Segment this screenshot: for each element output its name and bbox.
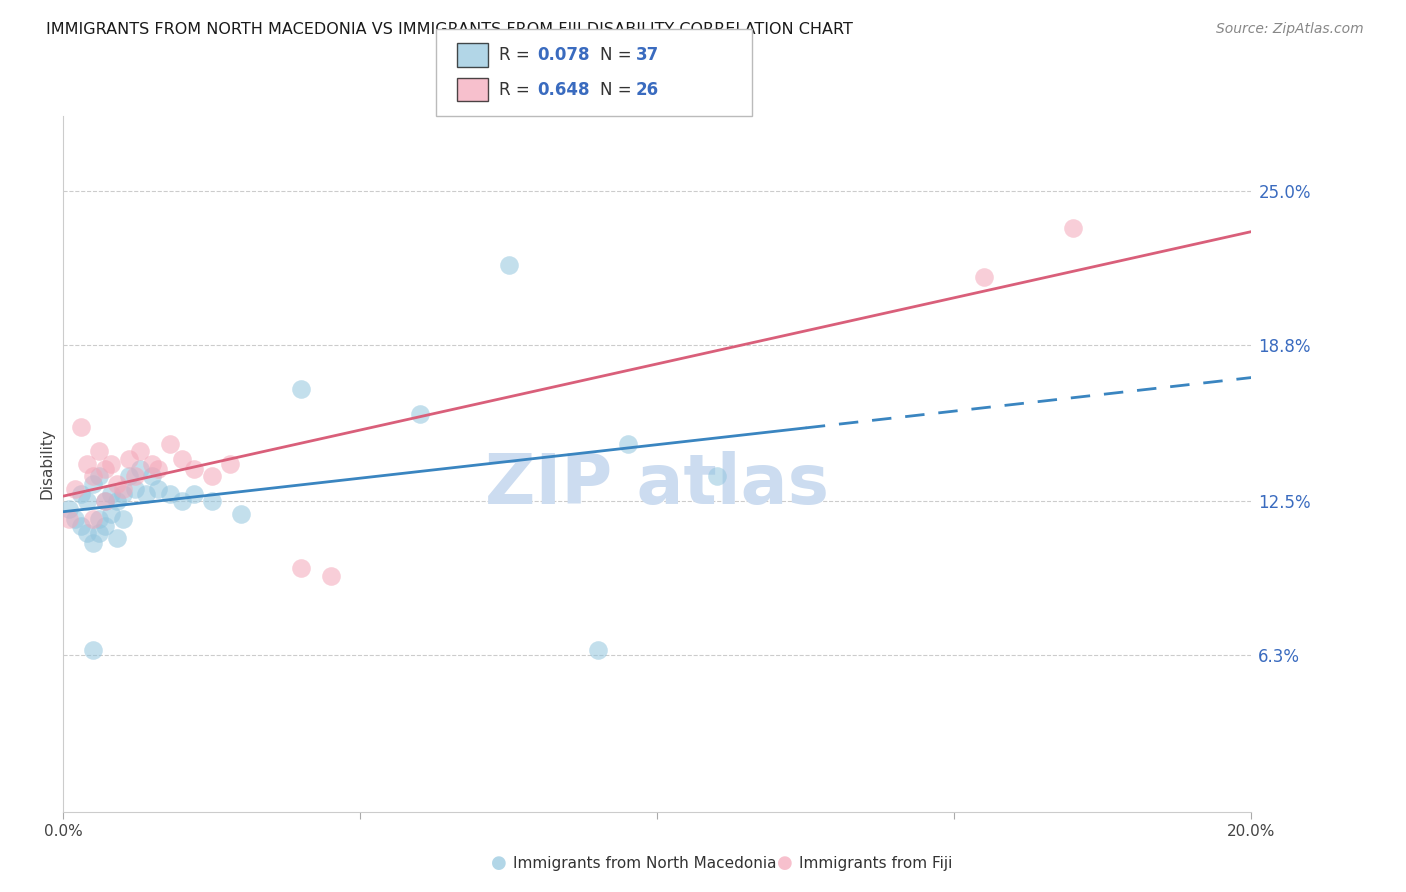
Point <box>117 451 139 466</box>
Point <box>94 494 117 508</box>
Text: Immigrants from Fiji: Immigrants from Fiji <box>799 856 952 871</box>
Text: N =: N = <box>600 80 637 98</box>
Point <box>76 526 98 541</box>
Point <box>105 494 128 508</box>
Point <box>94 494 117 508</box>
Text: N =: N = <box>600 46 637 64</box>
Point <box>129 444 152 458</box>
Text: 0.648: 0.648 <box>537 80 589 98</box>
Point <box>111 486 134 500</box>
Point <box>76 494 98 508</box>
Point <box>172 494 194 508</box>
Point <box>172 451 194 466</box>
Point <box>129 462 152 476</box>
Point <box>159 486 181 500</box>
Point <box>100 486 122 500</box>
Point <box>201 494 224 508</box>
Point <box>82 476 104 491</box>
Text: Source: ZipAtlas.com: Source: ZipAtlas.com <box>1216 22 1364 37</box>
Text: IMMIGRANTS FROM NORTH MACEDONIA VS IMMIGRANTS FROM FIJI DISABILITY CORRELATION C: IMMIGRANTS FROM NORTH MACEDONIA VS IMMIG… <box>46 22 853 37</box>
Point <box>76 457 98 471</box>
Point <box>105 532 128 546</box>
Point <box>498 258 520 272</box>
Point <box>87 526 110 541</box>
Point <box>94 462 117 476</box>
Point <box>111 482 134 496</box>
Y-axis label: Disability: Disability <box>39 428 55 500</box>
Point <box>148 482 170 496</box>
Text: R =: R = <box>499 80 536 98</box>
Point <box>63 511 86 525</box>
Point <box>231 507 253 521</box>
Point <box>148 462 170 476</box>
Point <box>616 437 638 451</box>
Text: ●: ● <box>491 855 508 872</box>
Point <box>111 511 134 525</box>
Point <box>87 511 110 525</box>
Text: Immigrants from North Macedonia: Immigrants from North Macedonia <box>513 856 776 871</box>
Point <box>141 457 163 471</box>
Point <box>82 643 104 657</box>
Point <box>100 457 122 471</box>
Point <box>973 270 995 285</box>
Point <box>586 643 609 657</box>
Point <box>183 486 205 500</box>
Text: 0.078: 0.078 <box>537 46 589 64</box>
Point <box>290 561 312 575</box>
Text: 26: 26 <box>636 80 658 98</box>
Point <box>87 469 110 483</box>
Point <box>70 419 93 434</box>
Point <box>706 469 728 483</box>
Point <box>408 407 430 421</box>
Point <box>70 486 93 500</box>
Point <box>87 444 110 458</box>
Point <box>58 501 80 516</box>
Point <box>117 469 139 483</box>
Point <box>82 469 104 483</box>
Point <box>218 457 240 471</box>
Point <box>70 519 93 533</box>
Point <box>201 469 224 483</box>
Text: ZIP atlas: ZIP atlas <box>485 451 830 518</box>
Point <box>135 486 157 500</box>
Point <box>1062 220 1084 235</box>
Point <box>82 511 104 525</box>
Point <box>58 511 80 525</box>
Point <box>105 476 128 491</box>
Point <box>290 382 312 396</box>
Point <box>124 482 146 496</box>
Point <box>100 507 122 521</box>
Point <box>94 519 117 533</box>
Point <box>82 536 104 550</box>
Point <box>141 469 163 483</box>
Point <box>124 469 146 483</box>
Text: 37: 37 <box>636 46 659 64</box>
Point <box>63 482 86 496</box>
Text: R =: R = <box>499 46 536 64</box>
Point <box>183 462 205 476</box>
Point <box>319 568 342 582</box>
Point <box>159 437 181 451</box>
Text: ●: ● <box>776 855 793 872</box>
